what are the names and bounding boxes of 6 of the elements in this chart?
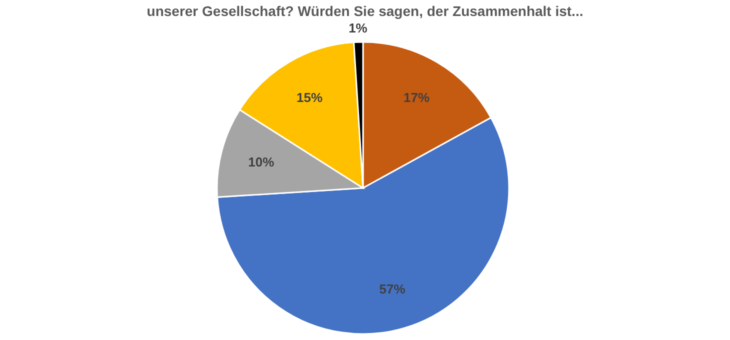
data-label: 15% (296, 90, 323, 106)
chart-title: unserer Gesellschaft? Würden Sie sagen, der Zusammenhalt ist... (146, 3, 584, 19)
data-label: 1% (348, 20, 368, 36)
data-label: 57% (379, 281, 406, 296)
data-label: 10% (248, 154, 275, 170)
data-label: 17% (403, 90, 430, 106)
